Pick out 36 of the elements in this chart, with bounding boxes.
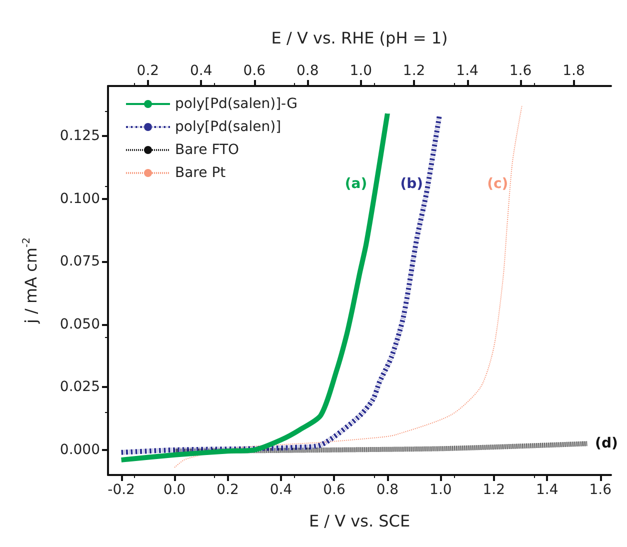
x-tick-label: 1.0: [430, 482, 452, 498]
y-tick-label: 0.000: [60, 442, 100, 458]
y-tick-label: 0.075: [60, 254, 100, 270]
x2-tick-label: 0.6: [243, 63, 266, 79]
x-tick-label: 0.8: [376, 482, 399, 498]
x-tick-label: 0.6: [323, 482, 346, 498]
x-tick-label: 0.0: [163, 482, 186, 498]
annotation: (b): [400, 176, 424, 192]
x2-tick-label: 0.8: [296, 63, 319, 79]
y-tick-label: 0.050: [60, 316, 100, 332]
x2-tick-label: 1.4: [456, 63, 479, 79]
legend-label: Bare Pt: [175, 165, 226, 181]
x2-tick-label: 1.0: [350, 63, 372, 79]
x2-tick-label: 1.2: [402, 63, 426, 79]
x-tick-label: 0.4: [270, 482, 292, 498]
legend-label: poly[Pd(salen)]: [175, 119, 282, 135]
x2-tick-label: 0.2: [136, 63, 160, 79]
x2-axis-title: E / V vs. RHE (pH = 1): [271, 28, 448, 48]
x2-tick-label: 1.6: [509, 63, 532, 79]
legend-label: Bare FTO: [175, 142, 240, 158]
legend-label: poly[Pd(salen)]-G: [175, 96, 298, 112]
x-tick-label: 1.4: [536, 482, 558, 498]
annotation: (d): [595, 436, 618, 452]
x-tick-label: 1.2: [482, 482, 506, 498]
x2-tick-label: 1.8: [562, 63, 585, 79]
annotation: (c): [487, 176, 508, 192]
y-tick-label: 0.125: [60, 128, 100, 144]
x-tick-label: 0.2: [216, 482, 239, 498]
x-tick-label: 1.6: [589, 482, 612, 498]
y-tick-label: 0.025: [60, 379, 100, 396]
x2-tick-label: 0.4: [190, 63, 212, 79]
x-axis-title: E / V vs. SCE: [308, 512, 410, 530]
x-tick-label: -0.2: [108, 482, 135, 498]
annotation: (a): [344, 176, 368, 192]
y-axis-title: j / mA cm-2: [22, 238, 40, 324]
y-tick-label: 0.100: [60, 190, 100, 207]
